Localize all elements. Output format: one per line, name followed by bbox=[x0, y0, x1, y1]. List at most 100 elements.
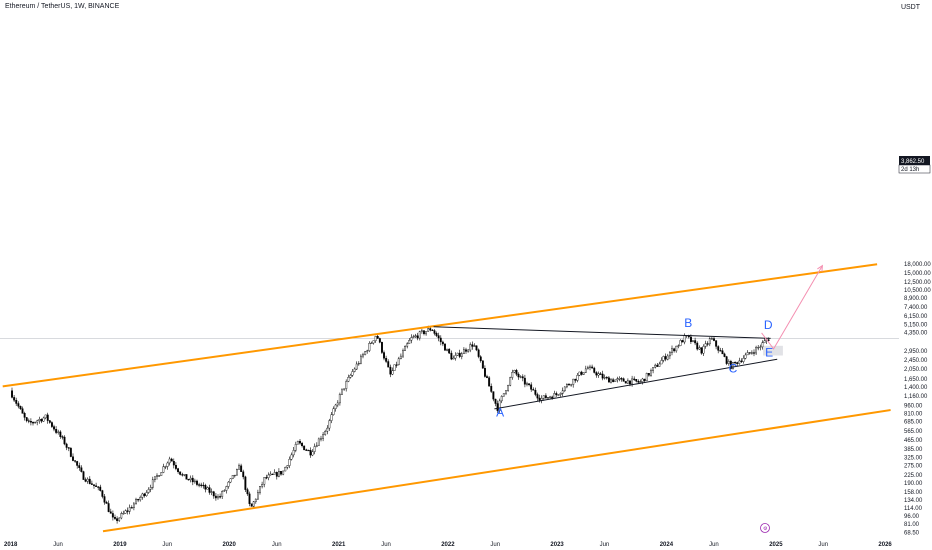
candle bbox=[105, 500, 108, 504]
candle bbox=[580, 370, 583, 376]
candle bbox=[578, 371, 581, 377]
candle bbox=[172, 458, 175, 469]
candle bbox=[729, 359, 732, 370]
candle-body bbox=[500, 396, 503, 402]
x-tick-label: Jun bbox=[818, 542, 828, 548]
candle bbox=[471, 341, 474, 350]
candle-body bbox=[385, 358, 388, 362]
candle-body bbox=[637, 381, 640, 383]
candle-body bbox=[48, 420, 51, 423]
candle-body bbox=[750, 352, 753, 354]
candle bbox=[103, 494, 106, 505]
candle-body bbox=[666, 355, 669, 360]
candle-body bbox=[76, 461, 79, 466]
candle-body bbox=[519, 376, 522, 378]
candle bbox=[521, 374, 524, 382]
x-tick-label: 2018 bbox=[4, 542, 18, 548]
candle-body bbox=[269, 473, 272, 476]
candle bbox=[71, 453, 74, 462]
candle-body bbox=[113, 517, 116, 519]
candle bbox=[481, 360, 484, 369]
candle bbox=[238, 463, 241, 470]
candle bbox=[612, 377, 615, 383]
candle-body bbox=[193, 480, 196, 483]
candle bbox=[702, 344, 705, 356]
candle bbox=[113, 514, 116, 520]
candle-body bbox=[351, 371, 354, 376]
candle bbox=[366, 349, 369, 354]
candle bbox=[761, 340, 764, 350]
candle bbox=[704, 340, 707, 349]
candle-body bbox=[521, 376, 524, 379]
y-tick-label: 4,350.00 bbox=[904, 331, 928, 337]
candle-body bbox=[174, 465, 177, 469]
y-tick-label: 114.00 bbox=[904, 506, 923, 512]
candle bbox=[559, 392, 562, 397]
candle-body bbox=[172, 461, 175, 466]
candle-body bbox=[143, 493, 146, 496]
candle-body bbox=[429, 328, 432, 331]
candle bbox=[280, 471, 282, 476]
candle-body bbox=[88, 478, 91, 484]
candle-body bbox=[399, 355, 402, 360]
candle bbox=[204, 483, 207, 493]
candle bbox=[557, 394, 560, 397]
candle bbox=[240, 463, 243, 472]
candle-body bbox=[664, 356, 667, 360]
candle bbox=[452, 355, 455, 360]
candle-body bbox=[423, 330, 425, 334]
candle-body bbox=[360, 355, 362, 364]
candle-body bbox=[130, 507, 133, 509]
candle bbox=[17, 401, 20, 409]
triangle-line-support bbox=[494, 358, 778, 410]
y-tick-label: 96.00 bbox=[904, 514, 920, 520]
candle-body bbox=[185, 474, 188, 480]
candle-body bbox=[95, 485, 98, 487]
candle-body bbox=[763, 340, 766, 343]
candle-body bbox=[246, 489, 249, 495]
candle bbox=[301, 441, 303, 448]
candle-body bbox=[200, 484, 203, 486]
candle bbox=[664, 353, 667, 362]
y-tick-label: 5,150.00 bbox=[904, 322, 928, 328]
candle bbox=[162, 463, 165, 474]
price-axis[interactable]: 18,000.00 15,000.00 12,500.00 10,500.00 8,90… bbox=[904, 262, 931, 536]
candle bbox=[76, 460, 79, 469]
time-axis[interactable]: 2018 Jun 2019 Jun 2020 Jun 2021 Jun 2022 Jun 2023 J… bbox=[4, 542, 892, 548]
candle bbox=[341, 388, 343, 395]
candle bbox=[534, 387, 537, 397]
candle bbox=[21, 406, 24, 414]
candle bbox=[454, 352, 457, 361]
chart-title: Ethereum / TetherUS, 1W, BINANCE bbox=[5, 3, 120, 10]
wave-label-d: D bbox=[764, 318, 773, 332]
candle bbox=[34, 421, 37, 424]
y-tick-label: 275.00 bbox=[904, 463, 923, 469]
candle-body bbox=[69, 448, 72, 457]
candle-body bbox=[15, 400, 18, 404]
candle bbox=[748, 352, 751, 355]
wave-label-b: B bbox=[684, 316, 692, 330]
candle bbox=[200, 482, 203, 488]
x-tick-label: 2020 bbox=[223, 542, 237, 548]
candle bbox=[675, 345, 678, 353]
candle-body bbox=[153, 476, 156, 481]
candle-body bbox=[456, 352, 459, 356]
candle-body bbox=[231, 475, 234, 479]
candle bbox=[124, 509, 127, 514]
indicator-icon[interactable]: ⚙ bbox=[760, 523, 770, 533]
candle-body bbox=[681, 340, 684, 343]
candle bbox=[616, 376, 619, 383]
y-tick-label: 325.00 bbox=[904, 455, 923, 461]
candle-body bbox=[746, 352, 749, 356]
candle bbox=[574, 378, 577, 383]
candle bbox=[498, 398, 501, 413]
candle bbox=[669, 351, 671, 360]
candle bbox=[210, 488, 213, 496]
candle bbox=[223, 489, 226, 492]
candle bbox=[67, 447, 70, 452]
candle-body bbox=[738, 360, 741, 364]
candle bbox=[92, 484, 95, 489]
candle-body bbox=[515, 370, 518, 375]
candle-body bbox=[744, 354, 747, 359]
